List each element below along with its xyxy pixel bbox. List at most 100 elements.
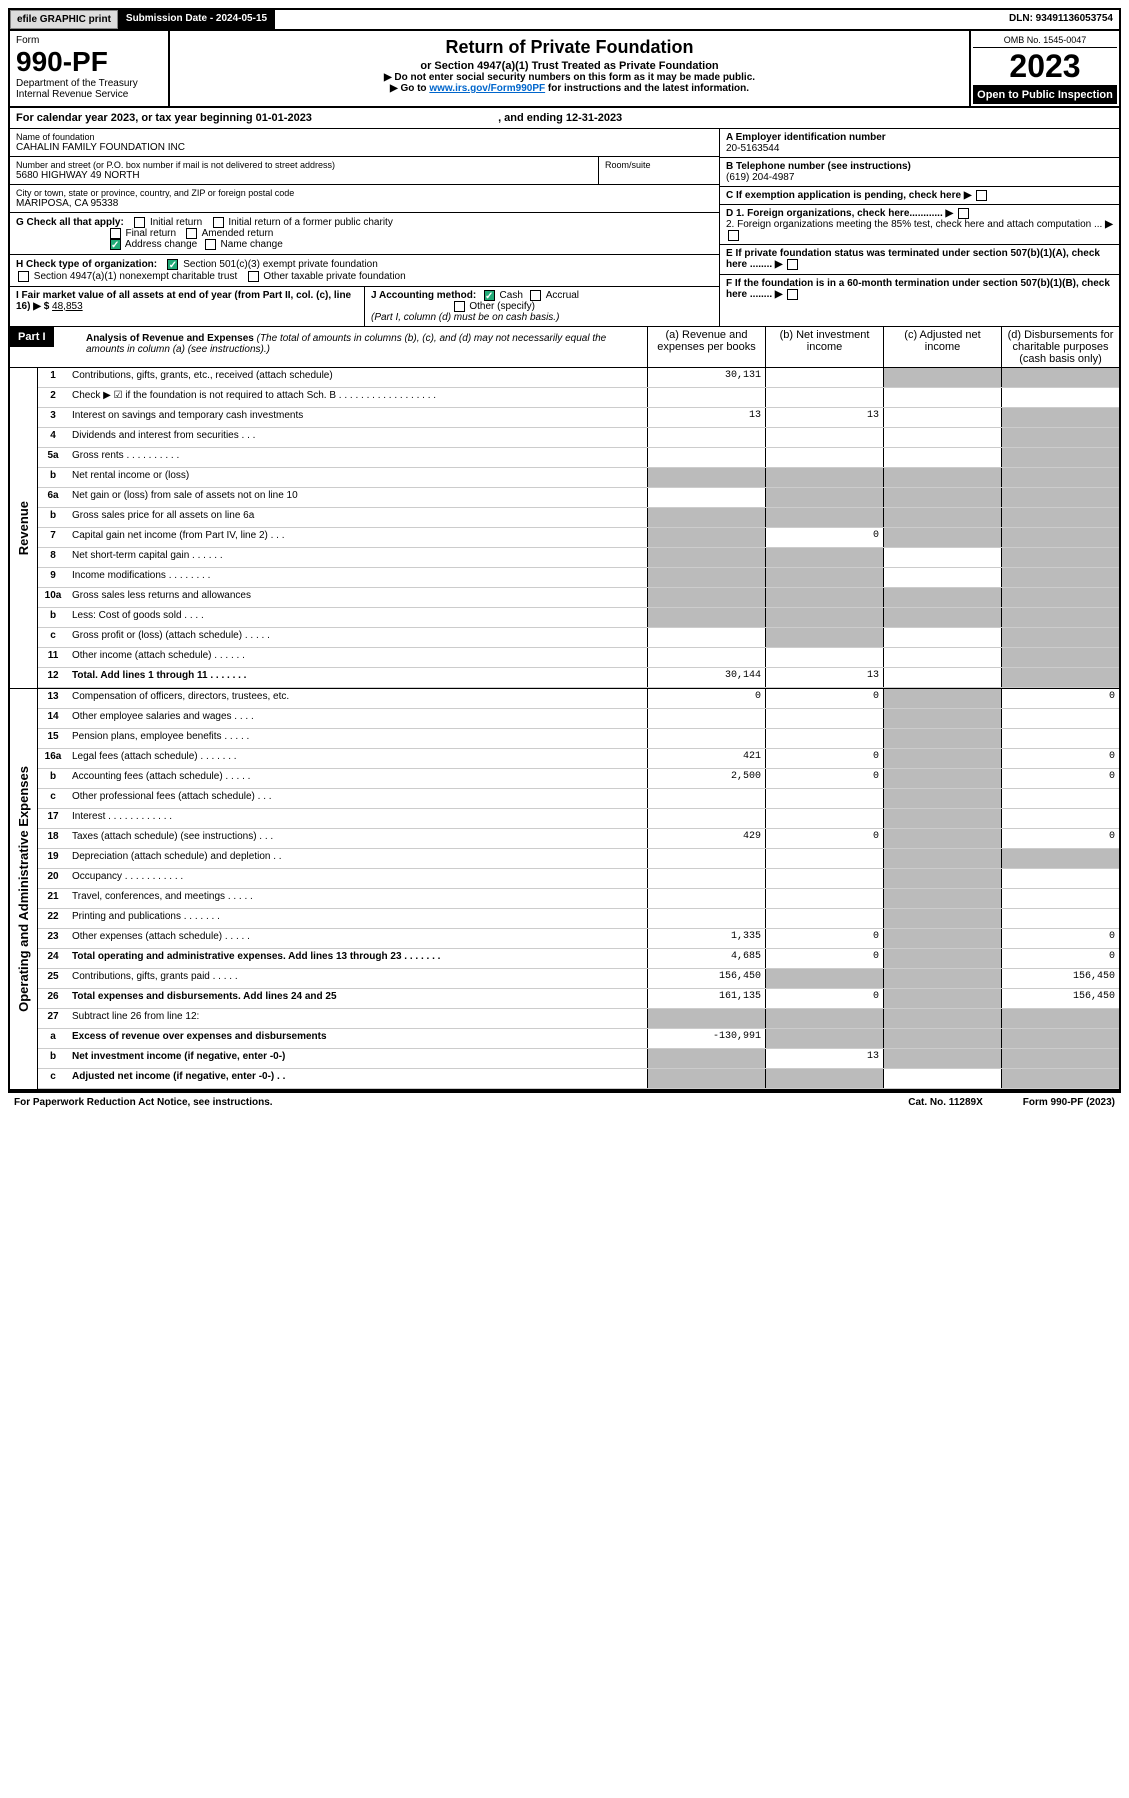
check-other-taxable[interactable] <box>248 271 259 282</box>
cell-b: 0 <box>765 989 883 1008</box>
cell-b <box>765 548 883 567</box>
check-4947[interactable] <box>18 271 29 282</box>
line-desc: Capital gain net income (from Part IV, l… <box>68 528 647 547</box>
check-c[interactable] <box>976 190 987 201</box>
cell-d <box>1001 889 1119 908</box>
line-num: c <box>38 1069 68 1088</box>
footer-left: For Paperwork Reduction Act Notice, see … <box>14 1097 273 1108</box>
dln-number: DLN: 93491136053754 <box>1003 10 1119 29</box>
cell-d <box>1001 869 1119 888</box>
cell-c <box>883 568 1001 587</box>
cell-c <box>883 949 1001 968</box>
check-f[interactable] <box>787 289 798 300</box>
cell-c <box>883 1049 1001 1068</box>
cell-c <box>883 829 1001 848</box>
header-right: OMB No. 1545-0047 2023 Open to Public In… <box>969 31 1119 106</box>
cell-b <box>765 508 883 527</box>
cell-a <box>647 648 765 667</box>
cell-c <box>883 488 1001 507</box>
cell-d: 0 <box>1001 829 1119 848</box>
line-num: 6a <box>38 488 68 507</box>
cal-pre: For calendar year 2023, or tax year begi… <box>16 112 256 124</box>
line-num: 18 <box>38 829 68 848</box>
cell-c <box>883 869 1001 888</box>
col-a-header: (a) Revenue and expenses per books <box>647 327 765 367</box>
check-accrual[interactable] <box>530 290 541 301</box>
check-name-change[interactable] <box>205 239 216 250</box>
i-fmv-value: 48,853 <box>52 301 83 312</box>
instr2-pre: ▶ Go to <box>390 83 429 94</box>
instruction-1: ▶ Do not enter social security numbers o… <box>178 72 961 83</box>
line-num: 4 <box>38 428 68 447</box>
cell-b <box>765 889 883 908</box>
line-16a: 16aLegal fees (attach schedule) . . . . … <box>38 749 1119 769</box>
cell-b <box>765 1069 883 1088</box>
info-right: A Employer identification number 20-5163… <box>719 129 1119 326</box>
foundation-address: 5680 HIGHWAY 49 NORTH <box>16 170 592 181</box>
check-amended[interactable] <box>186 228 197 239</box>
cell-c <box>883 749 1001 768</box>
line-15: 15Pension plans, employee benefits . . .… <box>38 729 1119 749</box>
col-c-header: (c) Adjusted net income <box>883 327 1001 367</box>
check-other-method[interactable] <box>454 301 465 312</box>
cell-a <box>647 428 765 447</box>
check-d1[interactable] <box>958 208 969 219</box>
line-desc: Gross sales price for all assets on line… <box>68 508 647 527</box>
cell-b: 0 <box>765 749 883 768</box>
cell-c <box>883 969 1001 988</box>
check-initial-former[interactable] <box>213 217 224 228</box>
cell-d <box>1001 648 1119 667</box>
line-desc: Occupancy . . . . . . . . . . . <box>68 869 647 888</box>
line-num: b <box>38 1049 68 1068</box>
cell-d <box>1001 709 1119 728</box>
line-a: aExcess of revenue over expenses and dis… <box>38 1029 1119 1049</box>
irs-link[interactable]: www.irs.gov/Form990PF <box>429 83 545 94</box>
cell-a: 1,335 <box>647 929 765 948</box>
instruction-2: ▶ Go to www.irs.gov/Form990PF for instru… <box>178 83 961 94</box>
cell-c <box>883 628 1001 647</box>
accrual-label: Accrual <box>546 290 579 301</box>
c-label: C If exemption application is pending, c… <box>726 190 961 201</box>
check-final[interactable] <box>110 228 121 239</box>
check-501c3[interactable]: ✓ <box>167 259 178 270</box>
check-e[interactable] <box>787 259 798 270</box>
check-address-change[interactable]: ✓ <box>110 239 121 250</box>
cell-d <box>1001 849 1119 868</box>
cell-d: 0 <box>1001 689 1119 708</box>
line-desc: Subtract line 26 from line 12: <box>68 1009 647 1028</box>
line-25: 25Contributions, gifts, grants paid . . … <box>38 969 1119 989</box>
cell-b <box>765 488 883 507</box>
cell-d: 0 <box>1001 749 1119 768</box>
form-label: Form <box>16 35 162 46</box>
line-num: 22 <box>38 909 68 928</box>
check-cash[interactable]: ✓ <box>484 290 495 301</box>
line-1: 1Contributions, gifts, grants, etc., rec… <box>38 368 1119 388</box>
f-label: F If the foundation is in a 60-month ter… <box>726 278 1110 300</box>
cell-b <box>765 628 883 647</box>
cell-c <box>883 1009 1001 1028</box>
h2-label: Section 4947(a)(1) nonexempt charitable … <box>34 271 237 282</box>
cell-a <box>647 528 765 547</box>
cell-d: 0 <box>1001 769 1119 788</box>
line-desc: Gross sales less returns and allowances <box>68 588 647 607</box>
cell-b: 0 <box>765 769 883 788</box>
check-d2[interactable] <box>728 230 739 241</box>
line-num: 5a <box>38 448 68 467</box>
revenue-section: Revenue 1Contributions, gifts, grants, e… <box>10 368 1119 688</box>
check-initial[interactable] <box>134 217 145 228</box>
cell-b <box>765 729 883 748</box>
line-num: 13 <box>38 689 68 708</box>
line-desc: Taxes (attach schedule) (see instruction… <box>68 829 647 848</box>
cell-a <box>647 388 765 407</box>
cell-a <box>647 809 765 828</box>
year-begin: 01-01-2023 <box>256 112 312 124</box>
efile-print-button[interactable]: efile GRAPHIC print <box>10 10 118 29</box>
cell-a <box>647 1069 765 1088</box>
line-13: 13Compensation of officers, directors, t… <box>38 689 1119 709</box>
line-num: 17 <box>38 809 68 828</box>
cash-label: Cash <box>500 290 523 301</box>
foundation-info: Name of foundation CAHALIN FAMILY FOUNDA… <box>10 129 1119 327</box>
line-desc: Travel, conferences, and meetings . . . … <box>68 889 647 908</box>
ein-value: 20-5163544 <box>726 143 1113 154</box>
dept-treasury: Department of the Treasury <box>16 78 162 89</box>
